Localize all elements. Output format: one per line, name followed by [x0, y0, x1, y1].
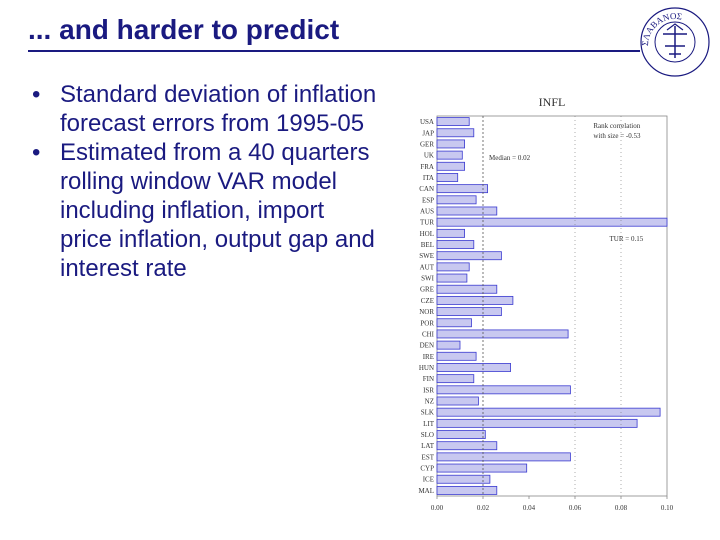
- category-label: MAL: [418, 487, 434, 495]
- category-label: NZ: [425, 398, 434, 406]
- category-label: AUS: [420, 208, 434, 216]
- bar-jap: [436, 128, 475, 138]
- rank-annotation: Rank correlation: [593, 122, 640, 130]
- bar-ice: [436, 474, 491, 484]
- plot-frame: [436, 115, 668, 497]
- bar-cze: [436, 295, 514, 305]
- slide-title: ... and harder to predict: [28, 14, 340, 45]
- category-label: UK: [424, 152, 434, 160]
- bar-swe: [436, 251, 502, 261]
- category-label: SLK: [421, 409, 434, 417]
- bullet-item: • Standard deviation of inflation forecas…: [32, 81, 377, 137]
- x-tick-label: 0.02: [477, 504, 490, 512]
- category-label: CHI: [422, 330, 435, 338]
- bar-swi: [436, 273, 468, 283]
- title-divider: [28, 50, 640, 52]
- category-label: USA: [420, 118, 434, 126]
- bar-tur: [436, 217, 668, 227]
- category-label: ESP: [422, 196, 434, 204]
- bar-mal: [436, 485, 498, 495]
- category-label: ITA: [423, 174, 434, 182]
- bar-fin: [436, 374, 475, 384]
- bar-esp: [436, 195, 477, 205]
- category-label: NOR: [419, 308, 434, 316]
- category-label: IRE: [423, 353, 434, 361]
- category-label: LAT: [421, 442, 435, 450]
- median-annotation: Median = 0.02: [489, 154, 531, 162]
- category-label: ICE: [423, 476, 434, 484]
- category-label: HUN: [419, 364, 434, 372]
- category-label: JAP: [422, 129, 434, 137]
- bar-usa: [436, 117, 470, 127]
- x-tick-label: 0.04: [523, 504, 536, 512]
- bar-nz: [436, 396, 479, 406]
- category-label: CYP: [420, 465, 434, 473]
- category-label: ISR: [423, 386, 434, 394]
- bar-isr: [436, 385, 571, 395]
- bar-chi: [436, 329, 569, 339]
- inflation-forecast-error-chart: INFL USA JAP GER UK FRA ITA CAN ESP AUS TUR HOL BEL S…: [418, 95, 674, 512]
- bullet-item: • Estimated from a 40 quarters rolling wi…: [32, 139, 375, 282]
- bar-uk: [436, 150, 463, 160]
- bar-hol: [436, 228, 466, 238]
- university-seal-icon: ΣΛΑΒΑΝΟΣ: [640, 7, 710, 77]
- bar-nor: [436, 307, 502, 317]
- category-label: DEN: [420, 342, 434, 350]
- seal-lettering: ΣΛΑΒΑΝΟΣ: [640, 11, 683, 46]
- bar-ger: [436, 139, 466, 149]
- bar-ire: [436, 351, 477, 361]
- category-label: CZE: [421, 297, 434, 305]
- category-label: CAN: [419, 185, 434, 193]
- bar-lit: [436, 418, 638, 428]
- category-label: SWI: [421, 275, 435, 283]
- bar-fra: [436, 161, 466, 171]
- category-label: POR: [420, 319, 434, 327]
- x-tick-label: 0.08: [615, 504, 628, 512]
- category-label: AUT: [420, 263, 435, 271]
- category-label: FIN: [423, 375, 434, 383]
- x-tick-label: 0.06: [569, 504, 582, 512]
- category-label: GRE: [420, 286, 434, 294]
- x-tick-label: 0.10: [661, 504, 674, 512]
- bar-aut: [436, 262, 470, 272]
- x-tick-label: 0.00: [431, 504, 444, 512]
- bar-aus: [436, 206, 498, 216]
- category-label: TUR: [420, 219, 434, 227]
- bar-bel: [436, 240, 475, 249]
- bar-can: [436, 184, 488, 194]
- tur-annotation: TUR = 0.15: [610, 235, 644, 243]
- bar-cyp: [436, 463, 528, 473]
- category-label: SLO: [421, 431, 434, 439]
- bar-slo: [436, 430, 486, 439]
- rank-annotation: with size = -0.53: [593, 132, 641, 140]
- bar-den: [436, 340, 461, 350]
- category-label: EST: [422, 453, 435, 461]
- bar-hun: [436, 363, 511, 372]
- category-label: GER: [420, 140, 434, 148]
- bar-slk: [436, 407, 661, 417]
- bar-est: [436, 452, 571, 462]
- bullet-list: • Standard deviation of inflation forecas…: [30, 80, 380, 283]
- bar-lat: [436, 441, 498, 451]
- category-label: BEL: [421, 241, 434, 249]
- category-label: SWE: [419, 252, 434, 260]
- bar-ita: [436, 173, 459, 182]
- chart-title: INFL: [539, 95, 566, 109]
- category-label: FRA: [420, 163, 434, 171]
- category-label: HOL: [420, 230, 434, 238]
- category-label: LIT: [423, 420, 435, 428]
- bar-por: [436, 318, 472, 328]
- bar-gre: [436, 284, 498, 294]
